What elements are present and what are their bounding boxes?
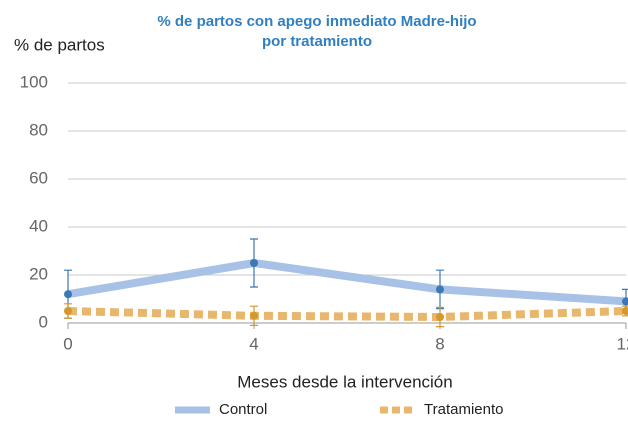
y-tick-label: 100 — [20, 72, 48, 91]
y-tick-label: 20 — [29, 264, 48, 283]
marker — [622, 297, 628, 306]
marker — [64, 307, 72, 315]
legend-label: Tratamiento — [424, 401, 503, 418]
x-tick-label: 8 — [435, 334, 444, 353]
x-tick-label: 12 — [617, 334, 628, 353]
x-tick-label: 4 — [249, 334, 258, 353]
y-tick-label: 0 — [39, 312, 48, 331]
x-tick-label: 0 — [63, 334, 72, 353]
marker — [436, 313, 444, 321]
legend-label: Control — [219, 401, 267, 418]
chart-title: por tratamiento — [262, 33, 372, 50]
y-tick-label: 60 — [29, 168, 48, 187]
y-axis-label: % de partos — [14, 35, 105, 54]
y-tick-label: 40 — [29, 216, 48, 235]
marker — [250, 311, 258, 320]
y-tick-label: 80 — [29, 120, 48, 139]
marker — [622, 307, 628, 315]
series-line — [67, 307, 627, 321]
marker — [64, 290, 72, 299]
x-axis-label: Meses desde la intervención — [237, 372, 452, 391]
chart-title: % de partos con apego inmediato Madre-hi… — [157, 13, 476, 30]
marker — [436, 285, 444, 294]
marker — [250, 259, 258, 267]
series-line — [67, 259, 627, 306]
